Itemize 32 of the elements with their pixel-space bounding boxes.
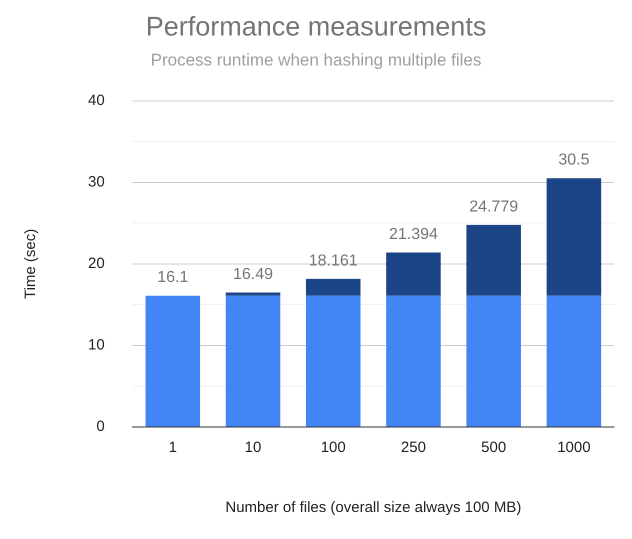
bar xyxy=(306,296,361,426)
y-axis-title: Time (sec) xyxy=(22,228,40,300)
bar xyxy=(466,296,521,426)
chart-subtitle: Process runtime when hashing multiple files xyxy=(150,50,482,70)
total-label: 30.5 xyxy=(558,152,590,169)
y-tick-label: 30 xyxy=(88,173,105,190)
x-tick-label: 500 xyxy=(481,439,506,456)
bar xyxy=(306,278,361,296)
x-tick-label: 1000 xyxy=(557,439,591,456)
bar xyxy=(226,292,280,296)
total-label: 24.779 xyxy=(469,198,518,216)
x-tick-label: 1 xyxy=(168,439,177,456)
y-tick-label: 40 xyxy=(88,92,105,109)
y-tick-label: 0 xyxy=(96,418,105,436)
bar xyxy=(386,252,441,296)
chart-title: Performance measurements xyxy=(146,12,486,42)
y-tick-label: 20 xyxy=(88,255,105,272)
bar xyxy=(146,296,200,426)
bar xyxy=(546,296,602,426)
x-tick-label: 250 xyxy=(400,439,426,456)
x-tick-label: 100 xyxy=(320,439,346,456)
total-label: 18.161 xyxy=(308,252,358,270)
total-label: 16.49 xyxy=(232,266,274,283)
bar xyxy=(226,296,280,426)
y-tick-label: 10 xyxy=(88,336,105,354)
bar xyxy=(386,296,441,426)
bar xyxy=(546,178,602,296)
x-tick-label: 10 xyxy=(244,439,262,456)
total-label: 21.394 xyxy=(388,226,438,243)
total-label: 16.1 xyxy=(157,269,188,286)
bar xyxy=(466,224,521,296)
x-axis-title: Number of files (overall size always 100 MB) xyxy=(225,499,522,516)
